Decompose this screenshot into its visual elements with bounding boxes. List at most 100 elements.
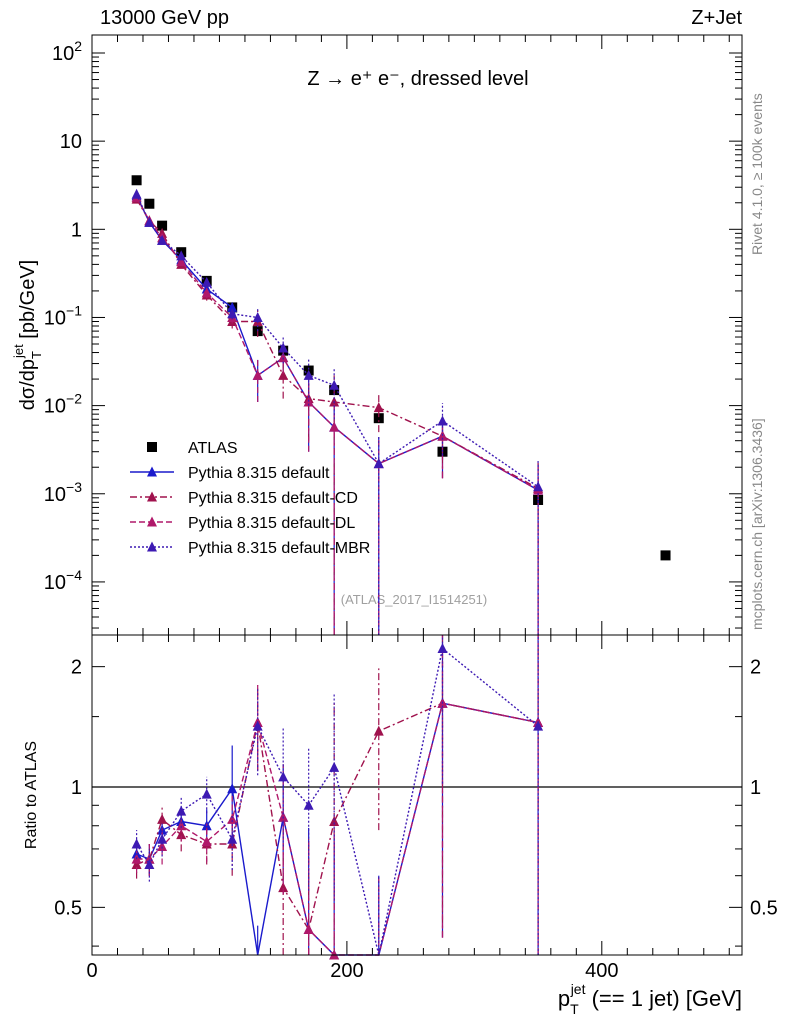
rivet-label: Rivet 4.1.0, ≥ 100k events <box>749 93 765 255</box>
main-y-tick-label: 10 <box>60 131 82 153</box>
data-point <box>131 188 142 199</box>
data-point <box>144 858 155 869</box>
legend-label: Pythia 8.315 default-DL <box>188 515 355 532</box>
data-point <box>437 415 448 426</box>
legend-label: Pythia 8.315 default <box>188 465 330 482</box>
legend-label: Pythia 8.315 default-CD <box>188 490 358 507</box>
data-point <box>303 369 314 380</box>
main-y-tick-label: 1 <box>71 219 82 241</box>
data-point <box>278 771 289 782</box>
ratio-series-pythia-8-315-default <box>131 635 544 960</box>
legend-label: Pythia 8.315 default-MBR <box>188 540 370 557</box>
data-point <box>176 829 187 840</box>
data-point <box>278 369 289 380</box>
ratio-panel: 0.5 0.5 1 1 2 2 0 200 400 Ratio to ATLAS pTjet (… <box>23 634 778 1017</box>
analysis-watermark: (ATLAS_2017_I1514251) <box>341 592 487 607</box>
data-point <box>176 250 187 261</box>
ratio-y-tick-label-right: 2 <box>750 657 761 679</box>
data-point <box>437 643 448 654</box>
series-line <box>136 702 539 956</box>
ratio-series <box>131 635 544 960</box>
data-point <box>373 413 384 424</box>
energy-label: 13000 GeV pp <box>100 7 229 29</box>
ratio-y-tick-label-right: 0.5 <box>750 897 778 919</box>
data-point <box>278 342 289 353</box>
ratio-y-tick-label: 2 <box>71 657 82 679</box>
data-point <box>533 481 544 492</box>
series-line <box>136 702 539 956</box>
x-tick-label: 400 <box>585 960 618 982</box>
ratio-frame <box>91 634 743 956</box>
mcplots-label: mcplots.cern.ch [arXiv:1306.3436] <box>749 418 765 630</box>
series-line <box>136 702 539 932</box>
main-y-tick-label: 102 <box>52 38 82 65</box>
x-tick-label: 0 <box>86 960 97 982</box>
data-point <box>329 421 340 432</box>
data-point <box>131 858 142 869</box>
legend-item-atlas: ATLAS <box>147 440 238 457</box>
data-point <box>227 301 238 312</box>
data-point <box>201 287 212 298</box>
main-y-tick-label: 10−1 <box>44 302 82 329</box>
legend-item-pythia-8-315-default-cd: Pythia 8.315 default-CD <box>130 490 358 507</box>
main-y-tick-label: 10−2 <box>44 391 82 418</box>
x-tick-label: 200 <box>330 960 363 982</box>
main-y-tick-label: 10−3 <box>44 479 82 506</box>
ratio-series-pythia-8-315-default-cd <box>131 635 544 955</box>
x-axis-label: pTjet (== 1 jet) [GeV] <box>558 981 742 1017</box>
series-pythia-8-315-default <box>131 190 544 635</box>
data-point <box>303 924 314 935</box>
series-pythia-8-315-default-dl <box>131 191 544 635</box>
legend-item-pythia-8-315-default-mbr: Pythia 8.315 default-MBR <box>130 540 370 557</box>
legend-marker <box>147 516 157 527</box>
data-point <box>329 379 340 390</box>
data-point <box>157 234 168 245</box>
legend-marker <box>147 541 157 552</box>
data-point <box>373 458 384 469</box>
data-point <box>201 836 212 847</box>
data-point <box>252 311 263 322</box>
main-title: Z → e⁺ e⁻, dressed level <box>307 68 528 90</box>
legend: ATLAS Pythia 8.315 default Pythia 8.315 de… <box>130 440 370 557</box>
data-point <box>176 805 187 816</box>
series-pythia-8-315-default-mbr <box>131 188 544 635</box>
main-y-tick-label: 10−4 <box>44 567 82 594</box>
data-point <box>176 256 187 267</box>
data-point <box>252 369 263 380</box>
data-point <box>144 216 155 227</box>
data-point <box>373 402 384 413</box>
process-label: Z+Jet <box>691 7 742 29</box>
legend-label: ATLAS <box>188 440 238 457</box>
data-point <box>227 833 238 844</box>
main-y-axis-label: dσ/dpTjet [pb/GeV] <box>11 260 44 410</box>
data-point <box>157 220 168 231</box>
legend-item-pythia-8-315-default-dl: Pythia 8.315 default-DL <box>130 515 355 532</box>
legend-marker <box>147 442 157 452</box>
data-point <box>227 308 238 319</box>
data-point <box>157 833 168 844</box>
main-panel: Z → e⁺ e⁻, dressed level (ATLAS_2017_I15… <box>11 34 743 636</box>
data-point <box>533 720 544 731</box>
data-point <box>157 813 168 824</box>
ratio-y-tick-label: 1 <box>71 777 82 799</box>
data-point <box>201 788 212 799</box>
data-point <box>329 815 340 826</box>
data-point <box>157 840 168 851</box>
ratio-y-axis-label: Ratio to ATLAS <box>23 741 40 849</box>
legend-marker <box>147 491 157 502</box>
data-point <box>131 175 142 186</box>
data-point <box>144 198 155 209</box>
data-point <box>252 720 263 731</box>
data-point <box>303 799 314 810</box>
data-point <box>373 725 384 736</box>
data-point <box>227 783 238 794</box>
data-point <box>329 761 340 772</box>
data-point <box>278 352 289 363</box>
legend-marker <box>147 466 157 477</box>
ratio-y-tick-label-right: 1 <box>750 777 761 799</box>
ratio-series-pythia-8-315-default-dl <box>131 635 544 960</box>
data-point <box>278 882 289 893</box>
series-pythia-8-315-default-cd <box>131 193 544 635</box>
main-series <box>131 175 671 635</box>
